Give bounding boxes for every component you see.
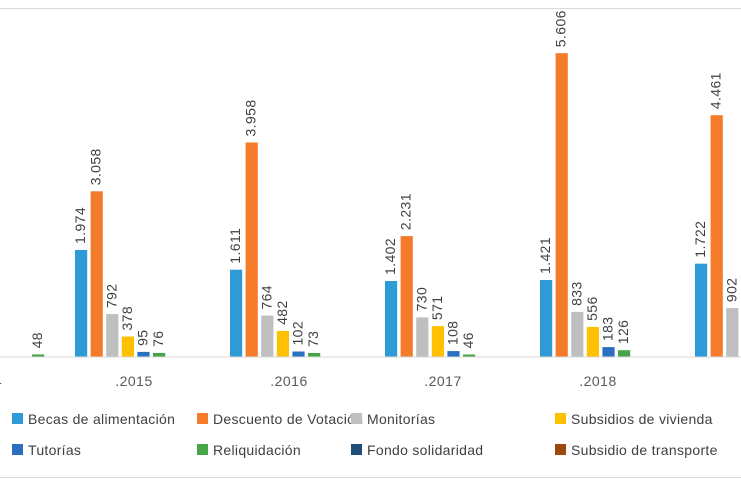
- bar-tutorias-2017: [447, 351, 460, 357]
- data-label-tutorias-2015: 95: [135, 330, 151, 346]
- legend-swatch-descuento-de-votacion: [197, 413, 208, 424]
- legend-label-becas-de-alimentacion: Becas de alimentación: [28, 411, 175, 427]
- data-label-subsidios-de-vivienda-2016: 482: [274, 300, 290, 325]
- legend-label-monitorias: Monitorías: [367, 411, 435, 427]
- bar-becas-de-alimentacion-2017: [385, 281, 398, 357]
- bar-subsidios-de-vivienda-2017: [431, 326, 444, 357]
- x-tick-label-4: 4: [0, 373, 2, 389]
- legend-label-fondo-solidaridad: Fondo solidaridad: [367, 442, 483, 458]
- bar-descuento-de-votacion-2016: [245, 142, 258, 357]
- bar-reliquidacion-2015: [153, 352, 166, 357]
- data-label-becas-de-alimentacion-2019: 1.722: [692, 221, 708, 258]
- bar-tutorias-2018: [602, 347, 615, 357]
- legend-label-subsidio-de-transporte: Subsidio de transporte: [571, 442, 718, 458]
- legend-item-becas-de-alimentacion: Becas de alimentación: [12, 411, 175, 427]
- data-label-descuento-de-votacion-2015: 3.058: [88, 148, 104, 185]
- bar-becas-de-alimentacion-2015: [75, 250, 88, 357]
- bar-monitorias-2018: [571, 311, 584, 357]
- bar-reliquidacion-2017: [463, 354, 476, 357]
- data-label-reliquidacion-2016: 73: [305, 331, 321, 347]
- bar-monitorias-2019: [726, 308, 739, 357]
- data-label-becas-de-alimentacion-2015: 1.974: [72, 207, 88, 244]
- bar-becas-de-alimentacion-2016: [230, 269, 243, 357]
- legend-label-reliquidacion: Reliquidación: [213, 442, 301, 458]
- bar-tutorias-2015: [137, 351, 150, 357]
- data-label-reliquidacion-2018: 126: [615, 320, 631, 345]
- bar-becas-de-alimentacion-2019: [695, 263, 708, 357]
- bar-becas-de-alimentacion-2018: [540, 280, 553, 357]
- data-label-tutorias-2016: 102: [290, 321, 306, 346]
- data-label-descuento-de-votacion-2017: 2.231: [398, 193, 414, 230]
- bar-descuento-de-votacion-2017: [400, 236, 413, 357]
- x-tick-label-2015: .2015: [115, 373, 153, 389]
- data-label-descuento-de-votacion-2019: 4.461: [708, 72, 724, 109]
- data-label-tutorias-2017: 108: [445, 321, 461, 346]
- data-label-monitorias-2018: 833: [568, 281, 584, 306]
- bar-descuento-de-votacion-2015: [90, 191, 103, 357]
- bar-reliquidacion-2014: [32, 354, 45, 357]
- x-tick-label-2018: .2018: [579, 373, 617, 389]
- data-label-becas-de-alimentacion-2018: 1.421: [537, 237, 553, 274]
- bar-subsidios-de-vivienda-2015: [121, 336, 134, 357]
- bar-monitorias-2015: [106, 314, 119, 357]
- bar-subsidios-de-vivienda-2018: [586, 326, 599, 357]
- data-label-subsidios-de-vivienda-2017: 571: [429, 296, 445, 321]
- data-label-descuento-de-votacion-2018: 5.606: [553, 10, 569, 47]
- bar-reliquidacion-2018: [618, 350, 631, 357]
- legend-swatch-reliquidacion: [197, 444, 208, 455]
- legend-swatch-tutorias: [12, 444, 23, 455]
- bars-layer: [32, 53, 739, 357]
- bar-tutorias-2016: [292, 351, 305, 357]
- data-label-reliquidacion-2014: 48: [29, 332, 45, 348]
- legend-label-descuento-de-votacion: Descuento de Votación: [213, 411, 363, 427]
- legend-item-subsidios-de-vivienda: Subsidios de vivienda: [555, 411, 713, 427]
- legend-swatch-becas-de-alimentacion: [12, 413, 23, 424]
- legend-item-tutorias: Tutorías: [12, 442, 81, 458]
- bar-monitorias-2017: [416, 317, 429, 357]
- data-label-monitorias-2015: 792: [103, 284, 119, 309]
- bar-subsidios-de-vivienda-2016: [276, 330, 289, 357]
- legend-item-descuento-de-votacion: Descuento de Votación: [197, 411, 363, 427]
- frame-top-border: [0, 8, 741, 9]
- data-label-monitorias-2016: 764: [258, 285, 274, 310]
- bar-descuento-de-votacion-2019: [710, 115, 723, 357]
- legend-item-monitorias: Monitorías: [351, 411, 435, 427]
- legend-swatch-monitorias: [351, 413, 362, 424]
- data-labels-layer: 1.974 1.611 1.402 1.421 1.722 3.058 3.958 2.231…: [29, 10, 739, 348]
- legend-item-reliquidacion: Reliquidación: [197, 442, 301, 458]
- bar-monitorias-2016: [261, 315, 274, 357]
- data-label-becas-de-alimentacion-2016: 1.611: [227, 228, 243, 264]
- data-label-tutorias-2018: 183: [600, 317, 616, 342]
- data-label-monitorias-2019: 902: [723, 278, 739, 303]
- frame-bottom-border: [0, 477, 741, 478]
- legend: Becas de alimentación Descuento de Votaci…: [12, 411, 718, 458]
- x-axis-tick-labels: 4 .2015 .2016 .2017 .2018: [0, 373, 617, 389]
- data-label-becas-de-alimentacion-2017: 1.402: [382, 238, 398, 275]
- bar-descuento-de-votacion-2018: [555, 53, 568, 357]
- x-tick-label-2016: .2016: [270, 373, 308, 389]
- legend-swatch-fondo-solidaridad: [351, 444, 362, 455]
- legend-swatch-subsidio-de-transporte: [555, 444, 566, 455]
- data-label-reliquidacion-2015: 76: [150, 331, 166, 347]
- legend-label-subsidios-de-vivienda: Subsidios de vivienda: [571, 411, 713, 427]
- legend-item-fondo-solidaridad: Fondo solidaridad: [351, 442, 483, 458]
- data-label-reliquidacion-2017: 46: [460, 332, 476, 348]
- legend-swatch-subsidios-de-vivienda: [555, 413, 566, 424]
- data-label-descuento-de-votacion-2016: 3.958: [243, 99, 259, 136]
- legend-item-subsidio-de-transporte: Subsidio de transporte: [555, 442, 718, 458]
- data-label-subsidios-de-vivienda-2015: 378: [119, 306, 135, 331]
- x-tick-label-2017: .2017: [424, 373, 462, 389]
- data-label-subsidios-de-vivienda-2018: 556: [584, 296, 600, 321]
- legend-label-tutorias: Tutorías: [28, 442, 81, 458]
- bar-reliquidacion-2016: [308, 353, 321, 357]
- data-label-monitorias-2017: 730: [413, 287, 429, 312]
